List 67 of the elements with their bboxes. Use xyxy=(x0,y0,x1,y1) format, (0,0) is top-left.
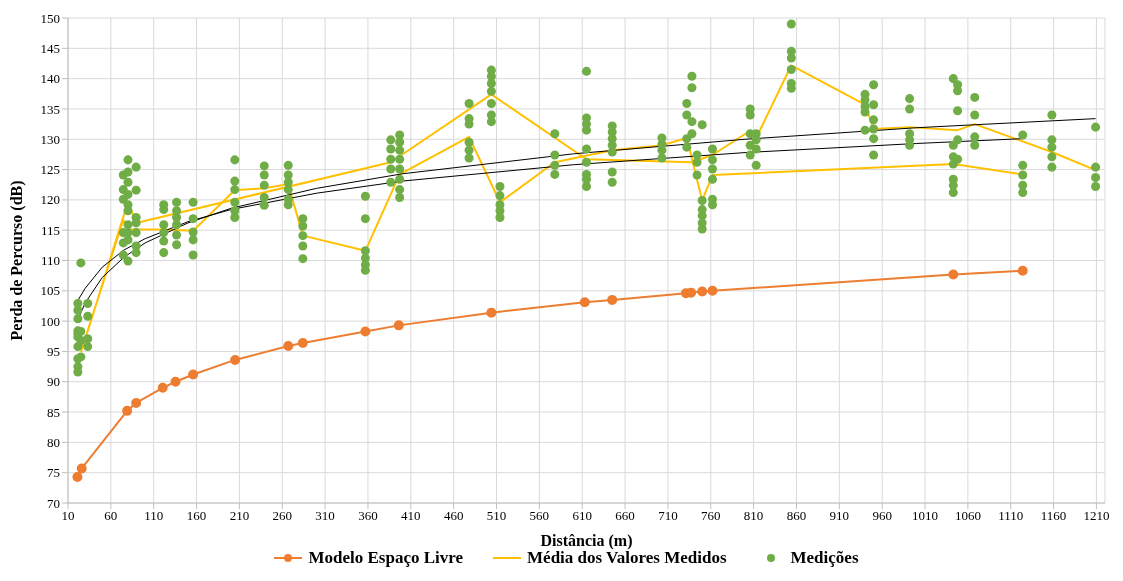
point xyxy=(707,285,718,296)
x-tick-label: 860 xyxy=(786,508,807,524)
x-tick-label: 710 xyxy=(658,508,678,524)
point xyxy=(72,471,83,482)
x-tick-label: 1160 xyxy=(1040,508,1067,524)
x-tick-label: 560 xyxy=(529,508,550,524)
y-tick-label: 85 xyxy=(47,404,60,420)
x-tick-label: 10 xyxy=(61,508,75,524)
point xyxy=(122,405,133,416)
point xyxy=(393,320,404,331)
x-tick-label: 510 xyxy=(486,508,507,524)
y-tick-label: 130 xyxy=(40,131,60,147)
point xyxy=(486,307,497,318)
point xyxy=(360,326,371,337)
point xyxy=(76,463,87,474)
y-tick-label: 135 xyxy=(40,101,60,117)
y-tick-label: 110 xyxy=(40,253,60,269)
x-tick-label: 660 xyxy=(615,508,635,524)
y-tick-label: 70 xyxy=(47,495,60,511)
legend-label: Média dos Valores Medidos xyxy=(527,548,727,568)
x-tick-label: 810 xyxy=(743,508,764,524)
x-tick-label: 760 xyxy=(701,508,721,524)
y-tick-label: 150 xyxy=(40,10,60,26)
x-axis-title: Distância (m) xyxy=(540,532,633,550)
point xyxy=(131,397,142,408)
point xyxy=(697,286,708,297)
x-tick-label: 1010 xyxy=(912,508,939,524)
x-tick-label: 260 xyxy=(272,508,293,524)
y-tick-label: 120 xyxy=(40,192,60,208)
point xyxy=(607,294,618,305)
x-tick-label: 110 xyxy=(144,508,164,524)
point xyxy=(157,382,168,393)
y-tick-label: 100 xyxy=(40,313,60,329)
x-tick-label: 60 xyxy=(104,508,118,524)
x-tick-label: 960 xyxy=(872,508,892,524)
x-tick-label: 1110 xyxy=(998,508,1024,524)
point xyxy=(188,369,199,380)
point xyxy=(297,337,308,348)
x-tick-label: 160 xyxy=(186,508,207,524)
point xyxy=(579,297,590,308)
y-tick-label: 80 xyxy=(47,434,60,450)
x-tick-label: 360 xyxy=(358,508,378,524)
point xyxy=(170,376,181,387)
x-tick-label: 1060 xyxy=(954,508,981,524)
y-tick-label: 90 xyxy=(47,374,60,390)
y-axis-title: Perda de Percurso (dB) xyxy=(7,180,26,341)
point xyxy=(230,354,241,365)
x-tick-label: 1210 xyxy=(1083,508,1110,524)
legend-label: Modelo Espaço Livre xyxy=(308,548,464,568)
point xyxy=(686,287,697,298)
x-tick-label: 210 xyxy=(229,508,250,524)
y-tick-label: 145 xyxy=(40,40,60,56)
x-tick-label: 410 xyxy=(401,508,421,524)
x-tick-label: 910 xyxy=(829,508,850,524)
legend-label: Medições xyxy=(790,548,859,568)
point xyxy=(948,269,959,280)
y-tick-label: 140 xyxy=(40,71,60,87)
y-tick-label: 75 xyxy=(47,465,60,481)
point xyxy=(1017,265,1028,276)
x-tick-label: 610 xyxy=(572,508,592,524)
point xyxy=(283,340,294,351)
y-tick-label: 95 xyxy=(47,344,60,360)
y-tick-label: 115 xyxy=(40,222,60,238)
y-tick-label: 105 xyxy=(40,283,60,299)
y-tick-label: 125 xyxy=(40,162,60,178)
x-tick-label: 310 xyxy=(315,508,335,524)
x-tick-label: 460 xyxy=(443,508,464,524)
